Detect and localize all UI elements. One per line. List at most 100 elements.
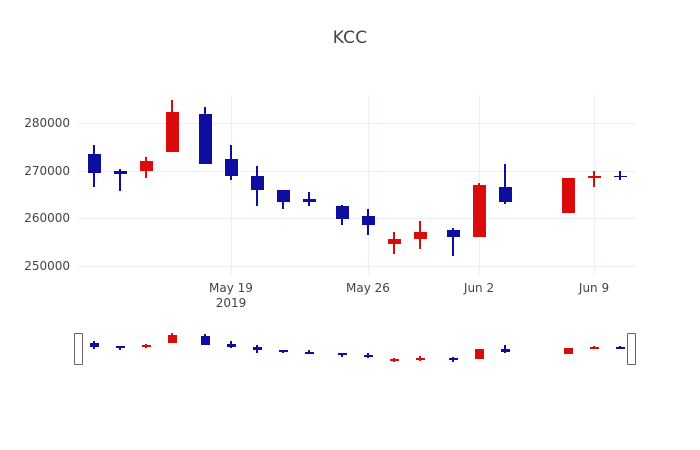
range-slider-candle-body	[115, 346, 125, 349]
candlestick[interactable]	[587, 95, 601, 275]
candle-body	[361, 215, 375, 226]
range-slider-candle-body	[500, 349, 510, 353]
range-slider-candlestick	[226, 325, 236, 373]
range-slider-candlestick	[141, 325, 151, 373]
candlestick[interactable]	[276, 95, 290, 275]
range-slider-candlestick	[337, 325, 347, 373]
candlestick[interactable]	[561, 95, 575, 275]
range-slider-candlestick	[448, 325, 458, 373]
range-slider-candle-body	[563, 347, 573, 355]
candlestick[interactable]	[198, 95, 212, 275]
range-slider-candlestick	[252, 325, 262, 373]
y-gridline	[78, 265, 636, 267]
candlestick[interactable]	[335, 95, 349, 275]
x-axis: May 19 2019 May 26 Jun 2 Jun 9	[78, 275, 636, 310]
candle-body	[224, 158, 238, 176]
range-slider-candle-wick	[452, 357, 454, 363]
range-slider-candlestick	[167, 325, 177, 373]
range-slider-candle-body	[415, 357, 425, 360]
candlestick[interactable]	[87, 95, 101, 275]
candle-body	[198, 113, 212, 164]
x-tick-year-label: 2019	[215, 296, 247, 310]
range-slider-candle-wick	[504, 344, 506, 353]
range-slider-candle-body	[589, 347, 599, 350]
range-slider-candle-body	[389, 359, 399, 362]
x-gridline	[231, 95, 232, 275]
candlestick[interactable]	[139, 95, 153, 275]
y-tick-label: 270000	[24, 163, 70, 178]
candle-body	[250, 175, 264, 190]
range-slider-candle-body	[89, 343, 99, 347]
range-start-handle[interactable]	[74, 333, 83, 365]
range-slider-candlestick	[563, 325, 573, 373]
range-end-handle[interactable]	[627, 333, 636, 365]
candlestick[interactable]	[446, 95, 460, 275]
candle-wick	[593, 170, 595, 188]
range-slider[interactable]	[74, 325, 636, 373]
y-axis: 250000 260000 270000 280000	[8, 95, 83, 275]
candle-body	[113, 171, 127, 174]
y-tick-label: 250000	[24, 258, 70, 273]
candlestick[interactable]	[302, 95, 316, 275]
range-slider-candlestick	[500, 325, 510, 373]
range-slider-candlestick	[589, 325, 599, 373]
range-slider-candle-body	[167, 335, 177, 343]
candle-wick	[504, 163, 506, 204]
range-slider-candle-body	[474, 349, 484, 359]
x-tick-label: May 19 2019	[209, 281, 253, 310]
range-slider-candlestick	[615, 325, 625, 373]
range-slider-candlestick	[200, 325, 210, 373]
candle-body	[335, 206, 349, 220]
range-slider-candle-body	[337, 353, 347, 356]
candlestick[interactable]	[498, 95, 512, 275]
range-slider-candlestick	[89, 325, 99, 373]
candle-body	[387, 239, 401, 245]
x-tick-label: May 26	[346, 281, 390, 295]
range-slider-candle-body	[304, 351, 314, 354]
candle-body	[139, 161, 153, 171]
chart-title: KCC	[332, 28, 368, 48]
range-slider-candle-body	[448, 357, 458, 360]
range-slider-candlestick	[474, 325, 484, 373]
range-slider-candle-body	[252, 347, 262, 350]
candle-body	[472, 185, 486, 238]
candlestick[interactable]	[413, 95, 427, 275]
candlestick[interactable]	[472, 95, 486, 275]
candlestick[interactable]	[387, 95, 401, 275]
candle-body	[587, 175, 601, 178]
candle-body	[613, 175, 627, 178]
x-gridline	[368, 95, 369, 275]
candle-body	[165, 111, 179, 152]
range-slider-candle-body	[363, 354, 373, 357]
range-slider-candle-wick	[308, 350, 310, 353]
candlestick[interactable]	[224, 95, 238, 275]
range-slider-candlestick	[363, 325, 373, 373]
plot-area	[78, 95, 636, 275]
y-tick-label: 260000	[24, 211, 70, 226]
x-tick-label: Jun 9	[578, 281, 610, 295]
candle-body	[561, 177, 575, 214]
y-tick-label: 280000	[24, 116, 70, 131]
range-slider-candle-body	[226, 344, 236, 348]
candle-wick	[119, 168, 121, 192]
range-slider-candlestick	[389, 325, 399, 373]
candle-body	[413, 232, 427, 240]
candle-body	[498, 187, 512, 202]
y-gridline	[78, 218, 636, 220]
range-slider-candlestick	[304, 325, 314, 373]
y-gridline	[78, 170, 636, 172]
candle-body	[446, 230, 460, 238]
candlestick[interactable]	[113, 95, 127, 275]
candlestick[interactable]	[361, 95, 375, 275]
candle-body	[276, 189, 290, 202]
candlestick[interactable]	[613, 95, 627, 275]
x-tick-label: Jun 2	[463, 281, 495, 295]
range-slider-candle-body	[200, 335, 210, 345]
range-slider-candle-body	[615, 347, 625, 350]
candlestick[interactable]	[250, 95, 264, 275]
y-gridline	[78, 123, 636, 125]
candlestick[interactable]	[165, 95, 179, 275]
range-slider-candlestick	[278, 325, 288, 373]
range-slider-candle-body	[141, 344, 151, 347]
